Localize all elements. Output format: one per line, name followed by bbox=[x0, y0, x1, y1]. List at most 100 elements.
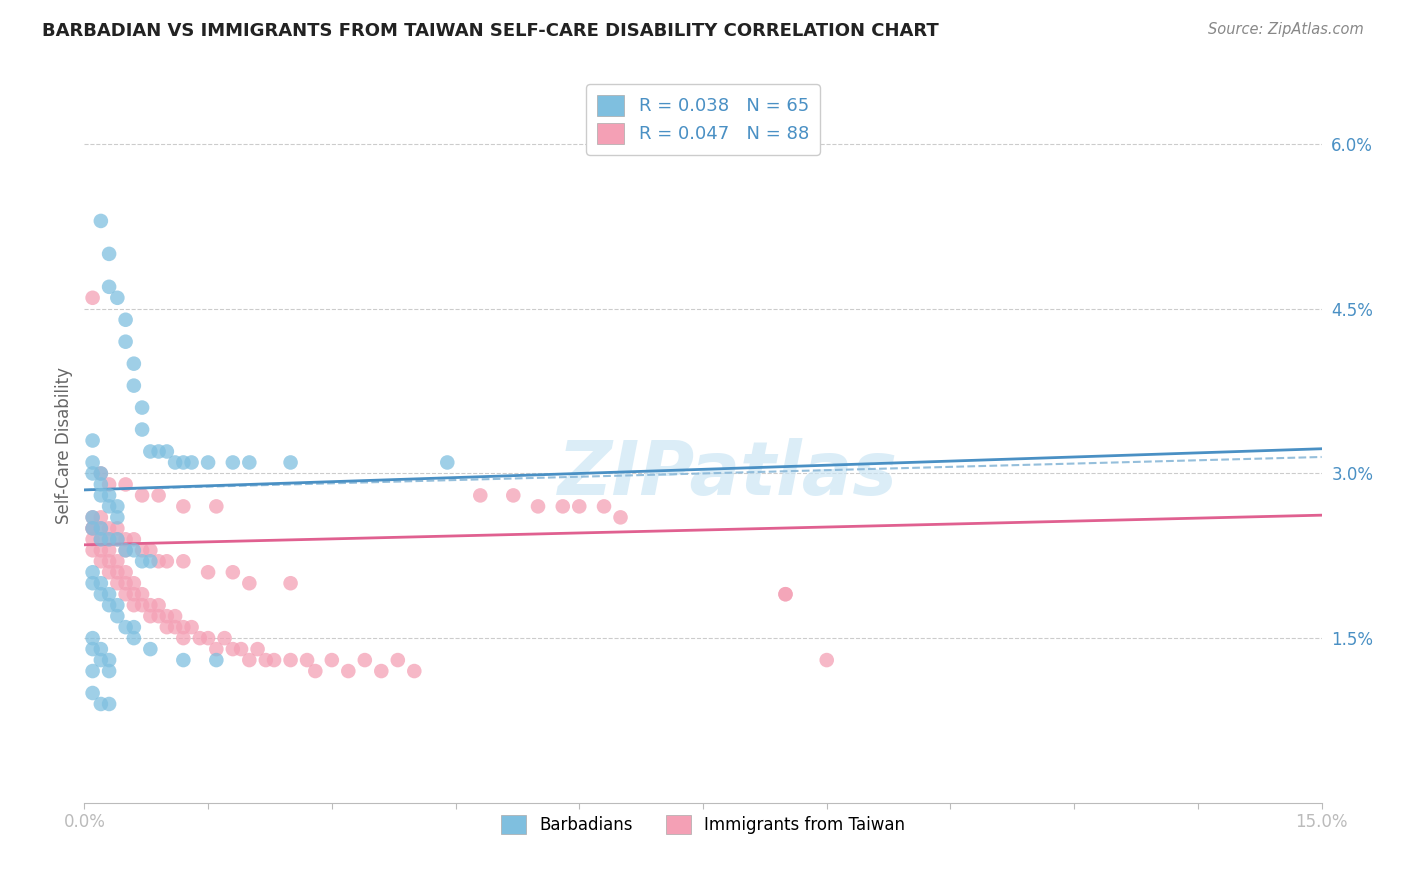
Point bbox=[304, 664, 326, 678]
Point bbox=[370, 664, 392, 678]
Point bbox=[90, 533, 112, 547]
Point bbox=[246, 642, 269, 657]
Point bbox=[353, 653, 375, 667]
Point bbox=[114, 312, 136, 326]
Point bbox=[98, 697, 121, 711]
Point bbox=[90, 521, 112, 535]
Point bbox=[263, 653, 285, 667]
Point bbox=[404, 664, 426, 678]
Point bbox=[105, 521, 128, 535]
Legend: Barbadians, Immigrants from Taiwan: Barbadians, Immigrants from Taiwan bbox=[491, 805, 915, 845]
Point bbox=[131, 423, 153, 437]
Point bbox=[122, 587, 145, 601]
Point bbox=[122, 576, 145, 591]
Point bbox=[197, 566, 219, 580]
Point bbox=[105, 533, 128, 547]
Point bbox=[280, 576, 302, 591]
Point bbox=[90, 543, 112, 558]
Point bbox=[222, 455, 245, 469]
Point bbox=[131, 598, 153, 612]
Point bbox=[337, 664, 360, 678]
Point bbox=[180, 455, 202, 469]
Point bbox=[105, 291, 128, 305]
Point bbox=[82, 455, 104, 469]
Point bbox=[90, 587, 112, 601]
Point bbox=[105, 510, 128, 524]
Point bbox=[82, 533, 104, 547]
Point bbox=[502, 488, 524, 502]
Point bbox=[90, 467, 112, 481]
Point bbox=[105, 598, 128, 612]
Point bbox=[114, 566, 136, 580]
Text: Source: ZipAtlas.com: Source: ZipAtlas.com bbox=[1208, 22, 1364, 37]
Point bbox=[238, 653, 260, 667]
Point bbox=[229, 642, 252, 657]
Point bbox=[122, 533, 145, 547]
Point bbox=[90, 533, 112, 547]
Point bbox=[98, 653, 121, 667]
Point bbox=[114, 533, 136, 547]
Point bbox=[205, 500, 228, 514]
Point bbox=[98, 554, 121, 568]
Point bbox=[214, 631, 236, 645]
Point bbox=[254, 653, 277, 667]
Point bbox=[122, 378, 145, 392]
Point bbox=[148, 444, 170, 458]
Point bbox=[90, 467, 112, 481]
Y-axis label: Self-Care Disability: Self-Care Disability bbox=[55, 368, 73, 524]
Point bbox=[156, 444, 179, 458]
Point bbox=[775, 587, 797, 601]
Point bbox=[238, 455, 260, 469]
Point bbox=[82, 576, 104, 591]
Point bbox=[197, 631, 219, 645]
Point bbox=[148, 609, 170, 624]
Point bbox=[114, 620, 136, 634]
Point bbox=[295, 653, 318, 667]
Point bbox=[98, 566, 121, 580]
Point bbox=[122, 631, 145, 645]
Point bbox=[172, 554, 194, 568]
Point bbox=[98, 664, 121, 678]
Point bbox=[205, 653, 228, 667]
Point bbox=[197, 455, 219, 469]
Point bbox=[82, 291, 104, 305]
Point bbox=[98, 477, 121, 491]
Point bbox=[98, 247, 121, 261]
Point bbox=[114, 477, 136, 491]
Point bbox=[98, 598, 121, 612]
Point bbox=[122, 598, 145, 612]
Point bbox=[131, 554, 153, 568]
Point bbox=[82, 686, 104, 700]
Point bbox=[98, 533, 121, 547]
Point bbox=[436, 455, 458, 469]
Point bbox=[172, 620, 194, 634]
Point bbox=[775, 587, 797, 601]
Point bbox=[180, 620, 202, 634]
Point bbox=[122, 620, 145, 634]
Point bbox=[165, 620, 187, 634]
Point bbox=[165, 455, 187, 469]
Point bbox=[90, 510, 112, 524]
Point bbox=[114, 334, 136, 349]
Point bbox=[98, 500, 121, 514]
Point bbox=[90, 554, 112, 568]
Point bbox=[139, 642, 162, 657]
Point bbox=[131, 401, 153, 415]
Point bbox=[280, 653, 302, 667]
Point bbox=[131, 488, 153, 502]
Point bbox=[90, 576, 112, 591]
Point bbox=[114, 587, 136, 601]
Point bbox=[98, 488, 121, 502]
Point bbox=[139, 609, 162, 624]
Point bbox=[131, 543, 153, 558]
Point bbox=[82, 543, 104, 558]
Point bbox=[131, 587, 153, 601]
Point bbox=[82, 521, 104, 535]
Point bbox=[172, 455, 194, 469]
Point bbox=[188, 631, 211, 645]
Point bbox=[82, 566, 104, 580]
Point bbox=[148, 488, 170, 502]
Point bbox=[82, 510, 104, 524]
Point bbox=[82, 434, 104, 448]
Point bbox=[122, 543, 145, 558]
